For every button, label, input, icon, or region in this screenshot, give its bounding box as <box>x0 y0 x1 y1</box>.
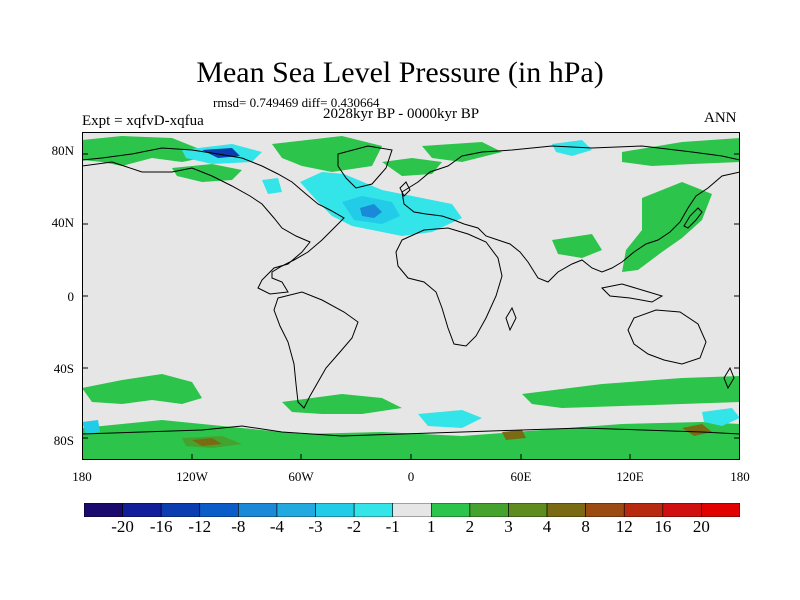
map-panel <box>82 132 740 460</box>
new-zealand-coast <box>723 366 735 390</box>
colorbar-label: 20 <box>692 517 710 536</box>
x-tick-label: 60W <box>288 469 314 484</box>
antarctic-brown-area-2 <box>502 430 526 440</box>
colorbar-swatch <box>546 503 586 517</box>
canada-negative-area <box>262 178 282 194</box>
y-tick-label: 0 <box>67 289 75 304</box>
colorbar-label: -1 <box>385 517 400 536</box>
europe-asia-coast <box>401 145 740 283</box>
colorbar-swatch <box>276 503 316 517</box>
colorbar-swatch <box>623 503 664 517</box>
negative-anomaly-areas <box>82 140 740 434</box>
colorbar-swatch <box>199 503 239 517</box>
colorbar-label: 12 <box>615 517 633 536</box>
indonesia-coast <box>600 283 664 303</box>
antarctic-negative-area <box>82 420 100 434</box>
colorbar-swatch <box>701 503 740 517</box>
north-america-coast <box>82 147 345 295</box>
indian-ocean-positive-area <box>522 376 740 408</box>
antarctic-negative-area-2 <box>702 408 740 426</box>
antarctic-brown-area <box>192 438 222 446</box>
greenland-positive-area <box>272 136 382 172</box>
north-atlantic-deep-area <box>360 204 382 218</box>
coastlines <box>82 145 740 437</box>
colorbar-swatch <box>353 503 394 517</box>
positive-anomaly-areas <box>82 136 740 460</box>
africa-coast <box>395 227 503 347</box>
stats-label: rmsd= 0.749469 diff= 0.430664 <box>213 95 380 110</box>
y-tick-label: 80S <box>53 433 74 448</box>
chart-title: Mean Sea Level Pressure (in hPa) <box>196 56 604 89</box>
antarctica-coast <box>82 425 740 437</box>
arctic-positive-area <box>82 136 222 166</box>
x-tick-label: 120W <box>176 469 208 484</box>
colorbar-swatch <box>469 503 509 517</box>
siberia-positive-area <box>422 142 502 162</box>
colorbar-label: -12 <box>188 517 212 536</box>
pacific-positive-area <box>552 234 602 258</box>
colorbar-label: 1 <box>427 517 436 536</box>
colorbar-swatch <box>508 503 548 517</box>
tick-marks <box>82 153 740 460</box>
arctic-deep-area <box>202 148 240 158</box>
map-background <box>82 132 740 460</box>
period-label: 2028kyr BP - 0000kyr BP <box>323 106 480 122</box>
colorbar-label: 3 <box>504 517 513 536</box>
experiment-label: Expt = xqfvD-xqfua <box>82 113 204 129</box>
colorbar-swatch <box>238 503 278 517</box>
southern-negative-area <box>418 410 482 428</box>
colorbar-label: -2 <box>347 517 362 536</box>
south-pacific-positive-area <box>82 374 202 404</box>
greenland-coast <box>337 145 393 189</box>
positive-strong-areas <box>182 424 712 448</box>
colorbar-swatch <box>315 503 355 517</box>
colorbar-label: -4 <box>269 517 285 536</box>
asia-positive-area <box>622 182 712 272</box>
colorbar-label: 2 <box>465 517 475 536</box>
colorbar-swatch <box>662 503 702 517</box>
colorbar <box>84 503 740 517</box>
colorbar-label: 16 <box>654 517 672 536</box>
colorbar-label: -8 <box>231 517 246 536</box>
colorbar-label: 4 <box>542 517 552 536</box>
colorbar-swatch <box>122 503 162 517</box>
southern-ocean-positive-area <box>282 394 402 414</box>
japan-coast <box>683 207 703 229</box>
x-tick-label: 0 <box>407 469 415 484</box>
colorbar-label: 8 <box>581 517 590 536</box>
colorbar-swatch <box>392 503 432 517</box>
x-tick-label: 120E <box>616 469 644 484</box>
colorbar-label: -3 <box>308 517 323 536</box>
barents-negative-area <box>552 140 592 156</box>
east-arctic-positive-area <box>622 138 740 166</box>
australia-coast <box>627 309 707 365</box>
x-tick-label: 60E <box>510 469 532 484</box>
antarctic-brown-area-3 <box>682 424 712 436</box>
south-america-coast <box>273 291 359 409</box>
madagascar-coast <box>505 306 517 332</box>
x-tick-label: 180 <box>730 469 750 484</box>
antarctic-positive-area <box>82 420 740 460</box>
colorbar-swatch <box>84 503 123 517</box>
y-tick-label: 80N <box>51 143 74 158</box>
uk-coast <box>399 181 411 197</box>
y-tick-label: 40N <box>51 215 74 230</box>
season-label: ANN <box>704 110 737 126</box>
europe-positive-area <box>382 158 442 176</box>
colorbar-swatch <box>160 503 201 517</box>
colorbar-swatch <box>585 503 625 517</box>
colorbar-swatch <box>430 503 471 517</box>
colorbar-label: -20 <box>111 517 134 536</box>
colorbar-label: -16 <box>149 517 173 536</box>
x-tick-label: 180 <box>72 469 92 484</box>
y-tick-label: 40S <box>53 361 74 376</box>
